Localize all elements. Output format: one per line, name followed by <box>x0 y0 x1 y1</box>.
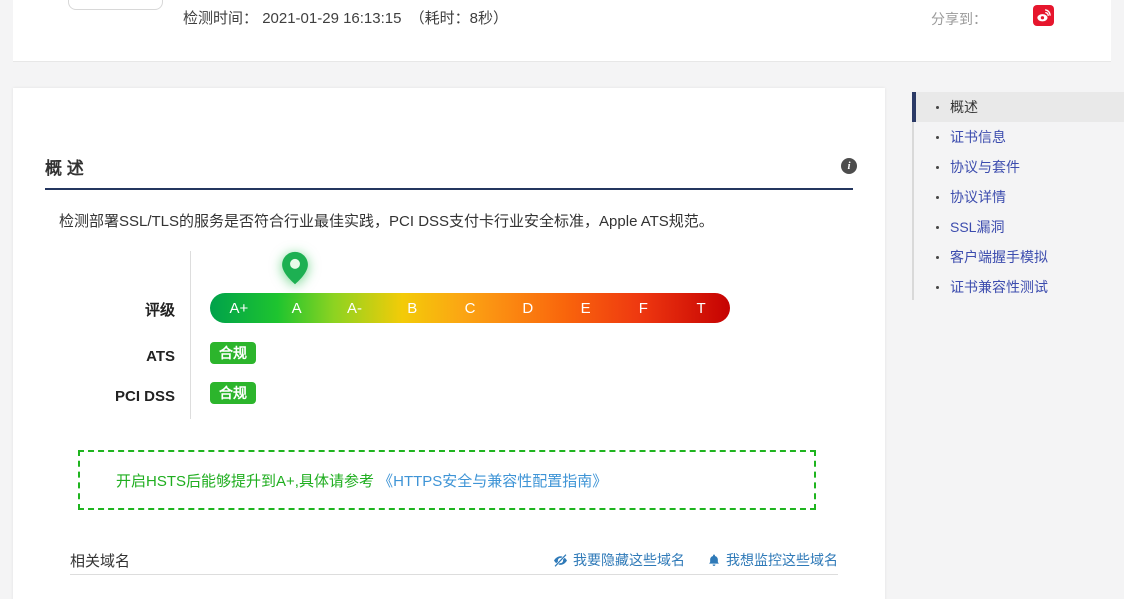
nav-item-client-handshake-simulation[interactable]: 客户端握手模拟 <box>912 242 1124 272</box>
bullet-dot <box>936 165 939 169</box>
nav-item-overview[interactable]: 概述 <box>912 92 1124 122</box>
bullet-dot <box>936 105 939 109</box>
ats-row-label: ATS <box>146 348 175 365</box>
nav-item-label: 概述 <box>950 99 978 115</box>
bullet-dot <box>936 255 939 259</box>
hsts-guide-link[interactable]: 《HTTPS安全与兼容性配置指南》 <box>378 472 608 490</box>
nav-item-label: 协议与套件 <box>950 159 1020 175</box>
hide-domains-label: 我要隐藏这些域名 <box>573 552 685 568</box>
rating-row-label: 评级 <box>144 302 175 319</box>
grade-cell: A <box>291 299 302 317</box>
nav-item-label: 证书信息 <box>950 129 1006 145</box>
hsts-tip-box: 开启HSTS后能够提升到A+,具体请参考 《HTTPS安全与兼容性配置指南》 <box>78 450 816 510</box>
nav-item-certificate-info[interactable]: 证书信息 <box>912 122 1124 152</box>
grade-scale-bar: A+ A A- B C D E F T <box>210 293 730 323</box>
monitor-domains-label: 我想监控这些域名 <box>726 552 838 568</box>
nav-item-protocols-suites[interactable]: 协议与套件 <box>912 152 1124 182</box>
grade-cell: E <box>580 299 591 317</box>
section-nav: 概述 证书信息 协议与套件 协议详情 SSL漏洞 客户端握手模拟 证书兼容性测试 <box>912 92 1124 302</box>
check-duration: （耗时：8秒） <box>409 10 508 27</box>
page-title: 概 述 <box>45 159 84 178</box>
share-label: 分享到： <box>931 11 987 27</box>
nav-item-label: 协议详情 <box>950 189 1006 205</box>
grade-cell: A- <box>346 299 362 317</box>
nav-item-certificate-compatibility-test[interactable]: 证书兼容性测试 <box>912 272 1124 302</box>
related-domains-title: 相关域名 <box>70 553 131 570</box>
hsts-tip-text: 开启HSTS后能够提升到A+,具体请参考 <box>116 472 379 490</box>
hide-domains-link[interactable]: 我要隐藏这些域名 <box>553 550 685 570</box>
map-pin-icon <box>282 251 308 285</box>
nav-item-ssl-vulnerabilities[interactable]: SSL漏洞 <box>912 212 1124 242</box>
grade-cell: A+ <box>229 299 249 317</box>
report-header-bar: 检测时间： 2021-01-29 16:13:15 （耗时：8秒） 分享到： <box>13 0 1111 62</box>
monitor-domains-link[interactable]: 我想监控这些域名 <box>707 550 838 570</box>
overview-card: 概 述 i 检测部署SSL/TLS的服务是否符合行业最佳实践，PCI DSS支付… <box>13 88 885 599</box>
rating-column-divider <box>190 251 191 419</box>
check-time-label: 检测时间： <box>183 10 259 27</box>
title-underline <box>45 188 853 190</box>
check-time-text: 检测时间： 2021-01-29 16:13:15 （耗时：8秒） <box>183 7 508 28</box>
bullet-dot <box>936 225 939 229</box>
grade-cell: F <box>638 299 648 317</box>
ats-status-badge: 合规 <box>210 342 256 364</box>
nav-item-label: SSL漏洞 <box>950 219 1005 235</box>
pci-dss-status-badge: 合规 <box>210 382 256 404</box>
pci-dss-row-label: PCI DSS <box>114 388 175 405</box>
related-divider <box>70 574 838 575</box>
grade-cell: T <box>696 299 706 317</box>
bullet-dot <box>936 285 939 289</box>
eye-slash-icon <box>554 553 567 567</box>
grade-cell: B <box>407 299 418 317</box>
nav-item-protocol-details[interactable]: 协议详情 <box>912 182 1124 212</box>
nav-item-label: 证书兼容性测试 <box>950 279 1048 295</box>
info-icon[interactable]: i <box>841 158 857 174</box>
bell-icon <box>709 554 719 566</box>
bullet-dot <box>936 135 939 139</box>
nav-item-label: 客户端握手模拟 <box>950 249 1048 265</box>
recheck-button[interactable] <box>68 0 163 10</box>
bullet-dot <box>936 195 939 199</box>
nav-rail <box>912 92 914 300</box>
grade-cell: D <box>522 299 534 317</box>
grade-cell: C <box>464 299 476 317</box>
weibo-icon[interactable] <box>1033 5 1054 26</box>
check-time-value: 2021-01-29 16:13:15 <box>262 10 402 27</box>
overview-description: 检测部署SSL/TLS的服务是否符合行业最佳实践，PCI DSS支付卡行业安全标… <box>59 213 714 230</box>
